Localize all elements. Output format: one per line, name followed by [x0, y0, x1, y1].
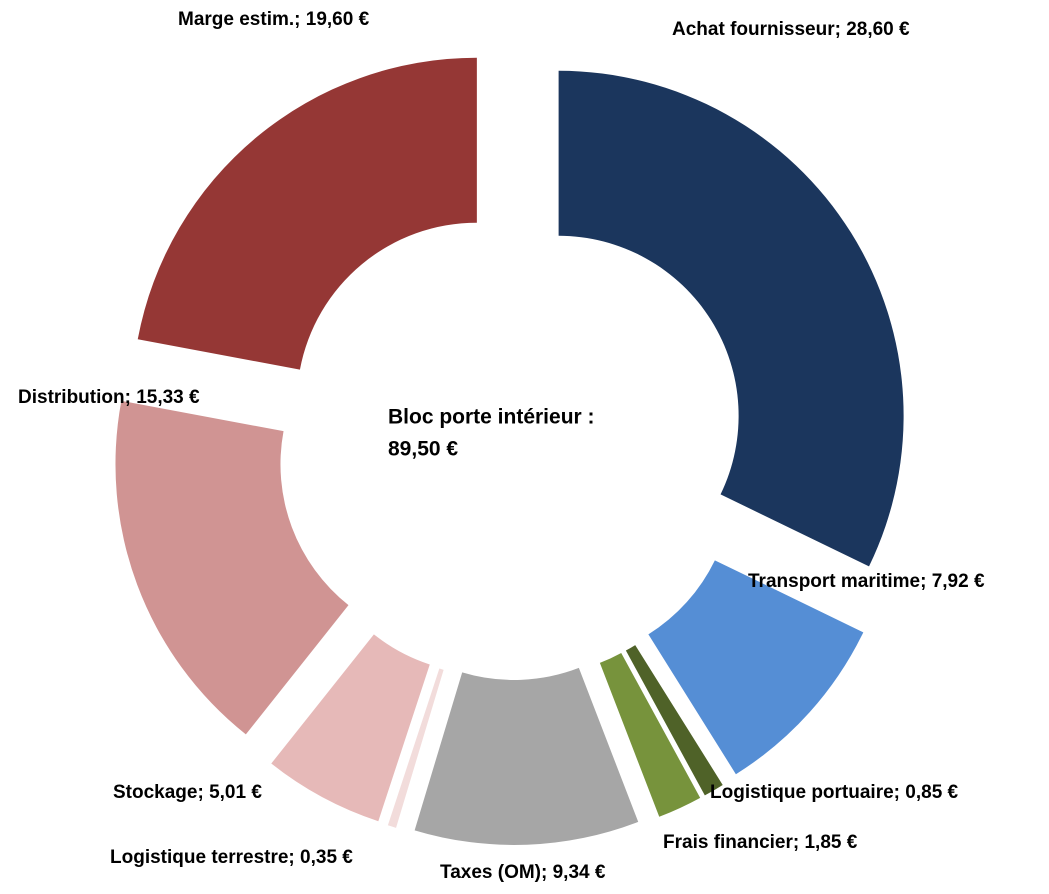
center-label: 89,50 €: [388, 438, 458, 461]
data-label: Logistique portuaire; 0,85 €: [710, 782, 959, 803]
donut-segment: [137, 57, 477, 370]
data-label: Frais financier; 1,85 €: [663, 832, 858, 853]
donut-segment: [625, 645, 723, 796]
data-label: Marge estim.; 19,60 €: [178, 9, 370, 30]
data-label: Taxes (OM); 9,34 €: [440, 862, 606, 883]
donut-segment: [271, 634, 430, 822]
donut-segment: [414, 667, 639, 845]
data-label: Distribution; 15,33 €: [18, 387, 200, 408]
data-label: Transport maritime; 7,92 €: [748, 571, 985, 592]
donut-segment: [648, 560, 864, 775]
center-label: Bloc porte intérieur :: [388, 406, 595, 429]
donut-segment: [558, 70, 904, 567]
donut-segment: [599, 652, 701, 817]
data-label: Logistique terrestre; 0,35 €: [110, 847, 353, 868]
donut-segment: [387, 668, 444, 828]
data-label: Achat fournisseur; 28,60 €: [672, 19, 910, 40]
donut-segment: [115, 400, 349, 735]
data-label: Stockage; 5,01 €: [113, 782, 262, 803]
